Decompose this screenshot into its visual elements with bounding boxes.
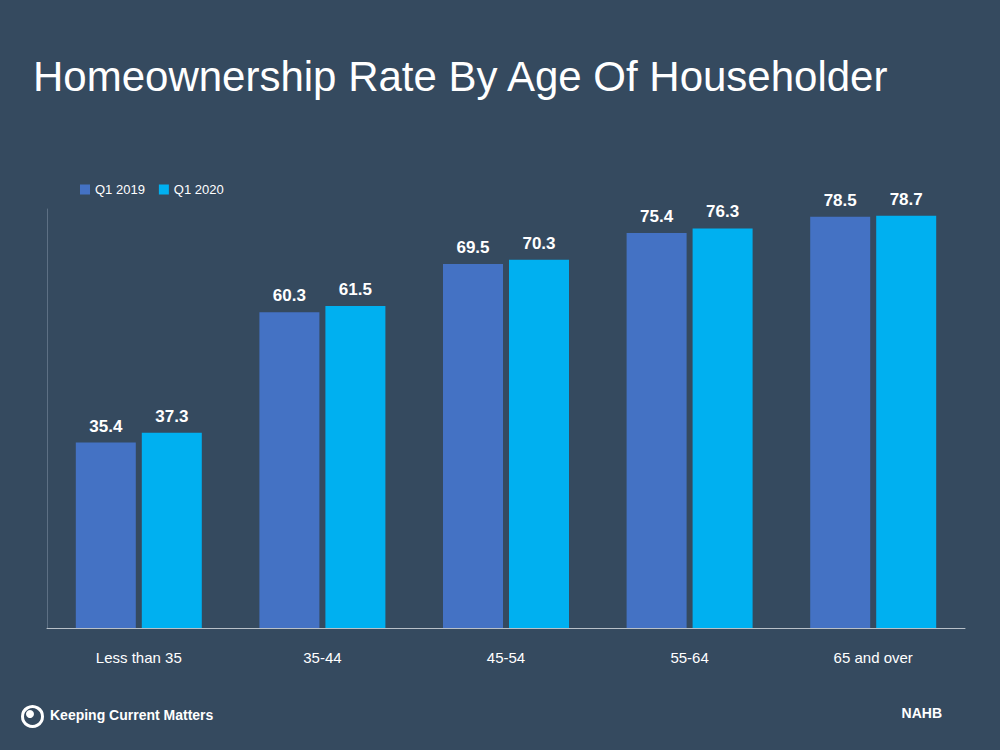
svg-text:76.3: 76.3 [706,202,739,221]
svg-text:69.5: 69.5 [456,238,489,257]
svg-text:Keeping Current Matters: Keeping Current Matters [50,707,214,723]
svg-text:Q1 2020: Q1 2020 [174,182,224,197]
svg-text:35.4: 35.4 [89,417,123,436]
svg-text:Q1 2019: Q1 2019 [95,182,145,197]
svg-text:65 and over: 65 and over [834,649,913,666]
svg-text:Less than 35: Less than 35 [96,649,182,666]
svg-text:78.5: 78.5 [824,191,857,210]
svg-text:75.4: 75.4 [640,207,674,226]
svg-text:35-44: 35-44 [303,649,341,666]
svg-text:78.7: 78.7 [890,190,923,209]
svg-text:60.3: 60.3 [273,286,306,305]
svg-text:Homeownership Rate By Age Of H: Homeownership Rate By Age Of Householder [33,53,887,100]
svg-text:37.3: 37.3 [155,407,188,426]
svg-text:61.5: 61.5 [339,280,372,299]
svg-text:45-54: 45-54 [487,649,525,666]
svg-text:55-64: 55-64 [670,649,708,666]
svg-text:70.3: 70.3 [522,234,555,253]
svg-text:NAHB: NAHB [902,705,942,721]
